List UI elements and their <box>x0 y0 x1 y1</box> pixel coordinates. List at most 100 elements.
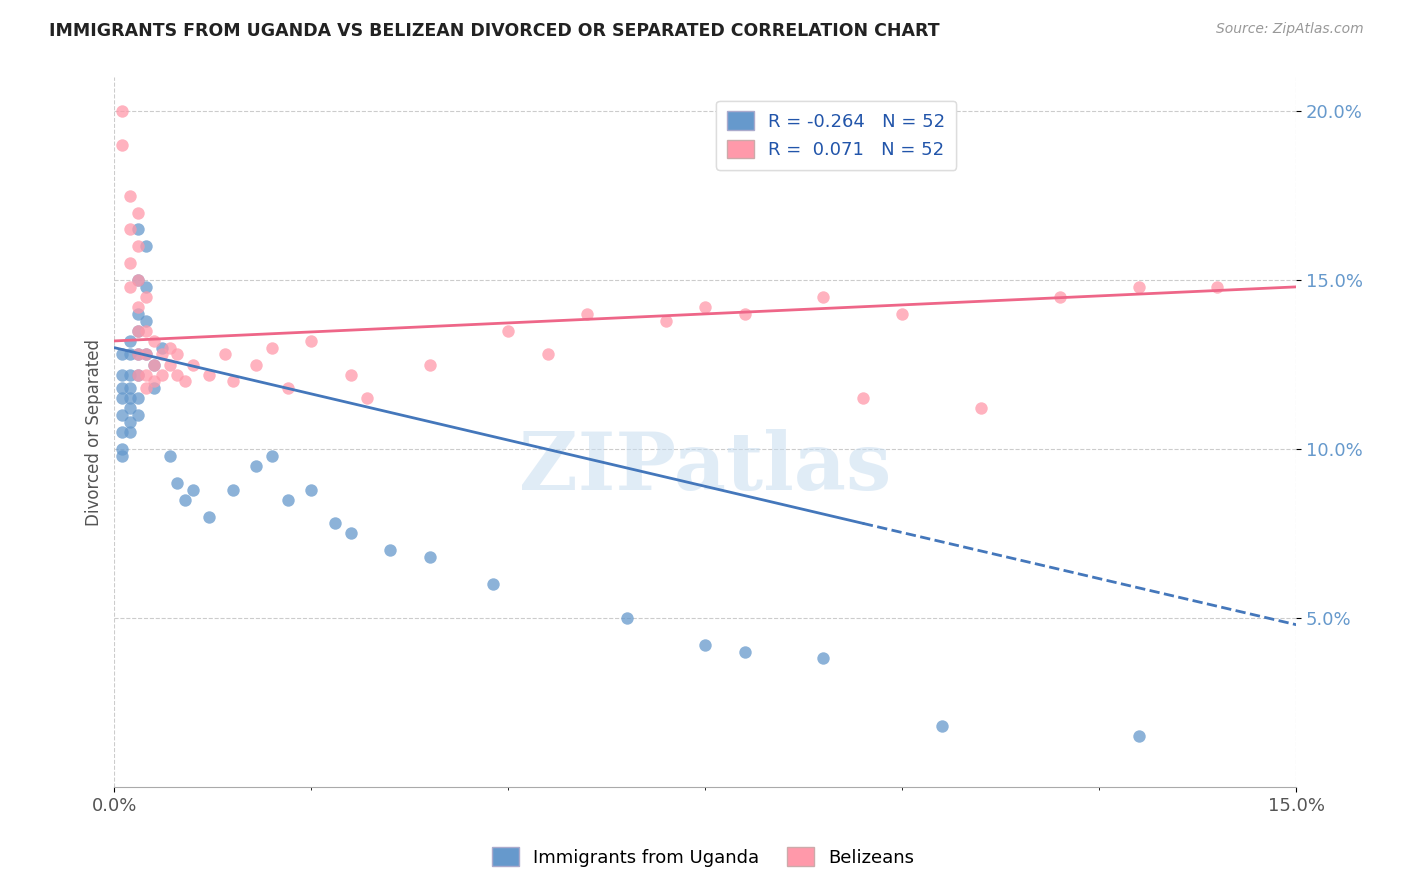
Legend: Immigrants from Uganda, Belizeans: Immigrants from Uganda, Belizeans <box>485 840 921 874</box>
Point <box>970 401 993 416</box>
Point <box>260 341 283 355</box>
Point <box>616 611 638 625</box>
Point <box>127 368 149 382</box>
Point <box>142 375 165 389</box>
Point <box>135 368 157 382</box>
Point <box>127 392 149 406</box>
Text: ZIPatlas: ZIPatlas <box>519 429 891 507</box>
Point <box>339 526 361 541</box>
Point <box>135 324 157 338</box>
Point <box>198 368 221 382</box>
Point <box>498 324 520 338</box>
Point <box>813 651 835 665</box>
Point <box>127 273 149 287</box>
Point <box>142 381 165 395</box>
Point <box>111 138 134 153</box>
Point <box>120 392 142 406</box>
Point <box>127 347 149 361</box>
Point <box>135 347 157 361</box>
Point <box>127 300 149 314</box>
Point <box>695 300 717 314</box>
Point <box>339 368 361 382</box>
Point <box>159 358 181 372</box>
Point <box>111 392 134 406</box>
Point <box>655 313 678 327</box>
Point <box>356 392 378 406</box>
Point <box>120 381 142 395</box>
Point <box>127 324 149 338</box>
Y-axis label: Divorced or Separated: Divorced or Separated <box>86 339 103 525</box>
Point <box>142 358 165 372</box>
Point <box>159 449 181 463</box>
Point <box>135 290 157 304</box>
Point <box>127 222 149 236</box>
Point <box>734 307 756 321</box>
Point <box>120 401 142 416</box>
Point <box>174 492 197 507</box>
Point <box>159 341 181 355</box>
Point <box>111 442 134 456</box>
Point <box>576 307 599 321</box>
Point <box>127 239 149 253</box>
Point <box>1049 290 1071 304</box>
Point <box>142 334 165 348</box>
Point <box>120 425 142 439</box>
Point <box>277 492 299 507</box>
Point <box>111 104 134 119</box>
Point <box>135 381 157 395</box>
Legend: R = -0.264   N = 52, R =  0.071   N = 52: R = -0.264 N = 52, R = 0.071 N = 52 <box>716 101 956 170</box>
Point <box>135 239 157 253</box>
Point <box>127 409 149 423</box>
Point <box>419 358 441 372</box>
Point <box>111 425 134 439</box>
Point <box>1128 729 1150 743</box>
Point <box>111 381 134 395</box>
Point <box>419 550 441 565</box>
Point <box>323 516 346 531</box>
Point <box>174 375 197 389</box>
Point <box>1206 280 1229 294</box>
Point <box>111 449 134 463</box>
Point <box>127 368 149 382</box>
Point <box>120 415 142 429</box>
Point <box>120 280 142 294</box>
Point <box>537 347 560 361</box>
Point <box>299 334 322 348</box>
Point <box>111 368 134 382</box>
Point <box>181 483 204 497</box>
Point <box>120 222 142 236</box>
Point <box>181 358 204 372</box>
Point <box>135 347 157 361</box>
Point <box>127 347 149 361</box>
Text: Source: ZipAtlas.com: Source: ZipAtlas.com <box>1216 22 1364 37</box>
Point <box>221 375 243 389</box>
Point <box>142 358 165 372</box>
Point <box>120 347 142 361</box>
Point <box>127 273 149 287</box>
Point <box>120 368 142 382</box>
Point <box>481 577 503 591</box>
Point <box>150 341 173 355</box>
Point <box>166 368 188 382</box>
Point <box>120 334 142 348</box>
Point <box>127 205 149 219</box>
Point <box>695 638 717 652</box>
Point <box>221 483 243 497</box>
Point <box>277 381 299 395</box>
Point <box>120 256 142 270</box>
Point <box>299 483 322 497</box>
Point <box>135 313 157 327</box>
Point <box>1128 280 1150 294</box>
Point <box>734 645 756 659</box>
Point <box>378 543 401 558</box>
Point <box>245 458 267 473</box>
Point <box>166 475 188 490</box>
Point <box>150 368 173 382</box>
Point <box>120 188 142 202</box>
Point <box>111 409 134 423</box>
Point <box>260 449 283 463</box>
Point <box>127 324 149 338</box>
Point <box>135 280 157 294</box>
Point <box>891 307 914 321</box>
Point <box>166 347 188 361</box>
